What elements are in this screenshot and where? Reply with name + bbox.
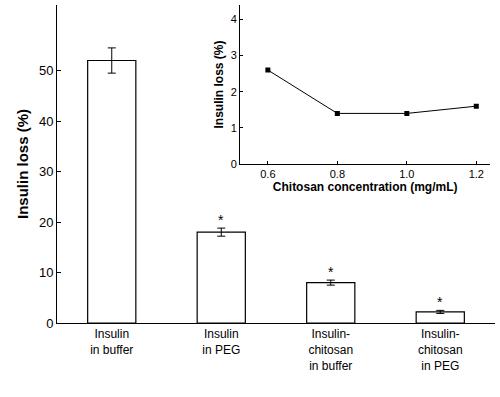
svg-text:1.0: 1.0	[399, 168, 414, 180]
svg-text:10: 10	[39, 265, 53, 280]
svg-text:Insulin loss (%): Insulin loss (%)	[212, 40, 226, 128]
svg-text:30: 30	[39, 164, 53, 179]
svg-text:Insulinin PEG: Insulinin PEG	[202, 327, 240, 357]
svg-text:Insulin-chitosanin buffer: Insulin-chitosanin buffer	[308, 327, 353, 372]
svg-text:0.8: 0.8	[330, 168, 345, 180]
svg-text:3: 3	[231, 49, 237, 61]
svg-text:Insulinin buffer: Insulinin buffer	[90, 327, 133, 357]
svg-text:0: 0	[46, 316, 53, 331]
svg-text:20: 20	[39, 215, 53, 230]
svg-text:Insulin-chitosanin PEG: Insulin-chitosanin PEG	[418, 327, 463, 372]
svg-text:1: 1	[231, 122, 237, 134]
svg-text:4: 4	[231, 13, 237, 25]
svg-text:0.6: 0.6	[260, 168, 275, 180]
svg-text:40: 40	[39, 114, 53, 129]
svg-text:0: 0	[231, 158, 237, 170]
svg-text:50: 50	[39, 63, 53, 78]
svg-text:*: *	[218, 212, 224, 228]
svg-text:Chitosan concentration (mg/mL): Chitosan concentration (mg/mL)	[273, 180, 458, 194]
svg-text:2: 2	[231, 86, 237, 98]
svg-text:*: *	[437, 294, 443, 310]
svg-text:*: *	[328, 264, 334, 280]
svg-text:Insulin loss (%): Insulin loss (%)	[14, 109, 31, 219]
svg-text:1.2: 1.2	[469, 168, 484, 180]
